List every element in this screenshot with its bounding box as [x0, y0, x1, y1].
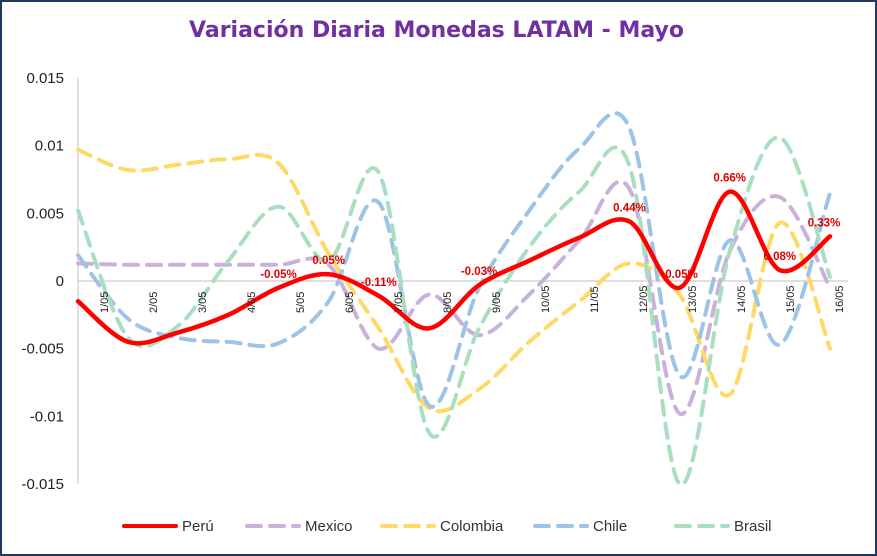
x-tick-label: 6/05: [344, 292, 356, 313]
x-tick-label: 14/05: [736, 285, 748, 313]
legend-label-per-: Perú: [182, 518, 214, 535]
data-label: -0.05%: [260, 269, 296, 281]
data-label: 0.05%: [312, 255, 345, 267]
x-tick-label: 10/05: [540, 285, 552, 313]
data-label: -0.05%: [661, 269, 697, 281]
legend-label-mexico: Mexico: [305, 518, 353, 535]
y-tick-label: 0.015: [26, 70, 64, 87]
x-tick-label: 15/05: [785, 285, 797, 313]
x-tick-label: 13/05: [687, 285, 699, 313]
x-tick-label: 1/05: [99, 292, 111, 313]
data-label: -0.03%: [461, 266, 497, 278]
y-tick-label: 0: [56, 273, 64, 290]
data-label: 0.33%: [808, 217, 841, 229]
x-tick-label: 9/05: [491, 292, 503, 313]
data-label: 0.44%: [613, 202, 646, 214]
x-tick-label: 7/05: [393, 292, 405, 313]
y-tick-label: 0.005: [26, 205, 64, 222]
data-label: 0.66%: [713, 173, 746, 185]
chart-title: Variación Diaria Monedas LATAM - Mayo: [189, 18, 684, 43]
data-label: 0.08%: [764, 251, 797, 263]
x-tick-label: 3/05: [197, 292, 209, 313]
y-tick-label: -0.015: [21, 476, 64, 493]
series-line-per-: [75, 189, 833, 346]
y-tick-label: -0.005: [21, 341, 64, 358]
data-label: -0.11%: [361, 277, 397, 289]
x-tick-label: 16/05: [834, 285, 846, 313]
series-line-brasil: [76, 135, 832, 487]
legend-label-brasil: Brasil: [734, 518, 772, 535]
series-line-mexico: [76, 179, 832, 416]
legend-label-chile: Chile: [593, 518, 627, 535]
x-tick-label: 5/05: [295, 292, 307, 313]
x-tick-label: 11/05: [589, 286, 601, 313]
x-tick-label: 8/05: [442, 292, 454, 313]
series-line-chile: [76, 111, 832, 409]
x-tick-label: 12/05: [638, 285, 650, 313]
x-tick-label: 4/05: [246, 292, 258, 313]
series-line-colombia: [76, 147, 832, 414]
legend-label-colombia: Colombia: [440, 518, 504, 535]
y-tick-label: -0.01: [30, 408, 64, 425]
y-tick-label: 0.01: [35, 138, 64, 155]
x-tick-label: 2/05: [148, 292, 160, 313]
